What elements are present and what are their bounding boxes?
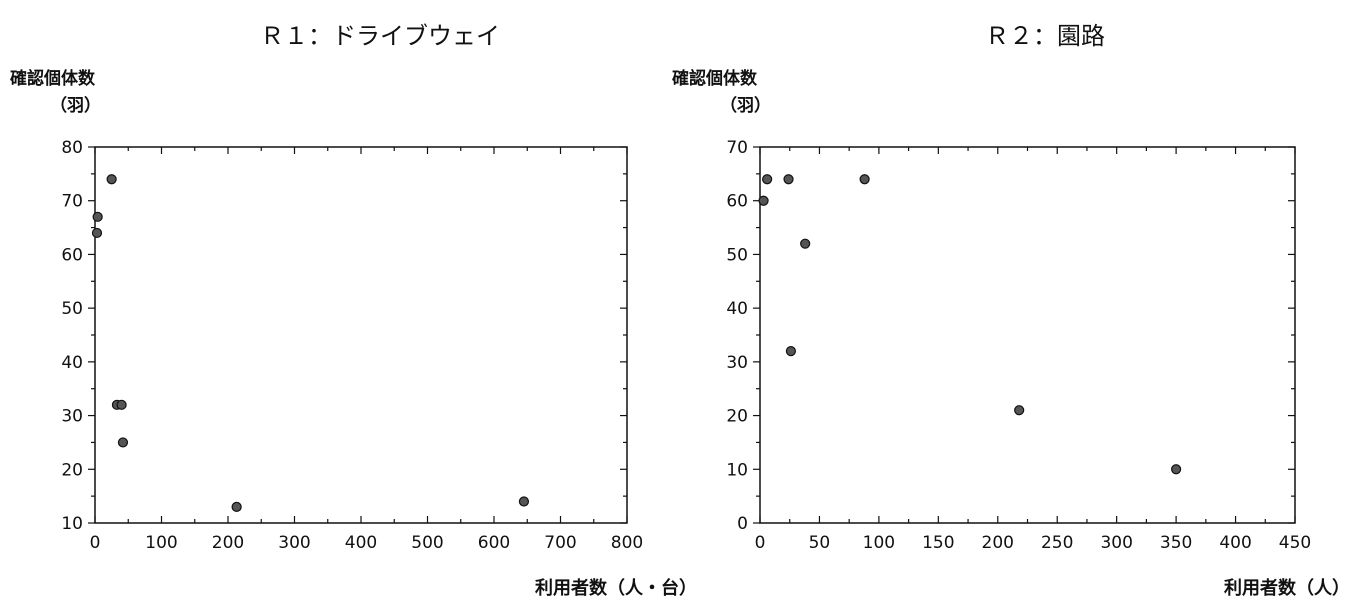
chart-2-data-point — [758, 195, 769, 206]
chart-2-data-point — [859, 174, 870, 185]
chart-2-data-point — [783, 174, 794, 185]
chart-1-plot-frame — [94, 146, 628, 524]
chart-2-data-point — [762, 174, 773, 185]
chart-1-data-point — [106, 174, 117, 185]
chart-2-y-tick-label: 70 — [726, 138, 748, 158]
chart-2-x-tick-label: 400 — [1219, 533, 1251, 553]
chart-2-data-point — [800, 238, 811, 249]
chart-2-x-tick-label: 250 — [1041, 533, 1073, 553]
chart-2-x-tick-label: 0 — [755, 533, 766, 553]
chart-2-y-tick-label: 60 — [726, 192, 748, 212]
chart-1-x-tick-label: 300 — [278, 533, 310, 553]
chart-2-plot-frame — [759, 146, 1296, 524]
chart-1-y-tick-label: 70 — [61, 192, 83, 212]
chart-1-data-point — [231, 501, 242, 512]
chart-1-x-tick-label: 100 — [145, 533, 177, 553]
chart-1-x-tick-label: 0 — [90, 533, 101, 553]
chart-2-data-point — [1014, 405, 1025, 416]
chart-1-y-tick-label: 10 — [61, 514, 83, 534]
chart-2-title: Ｒ２：園路 — [985, 22, 1105, 50]
chart-1-ylabel-line2: （羽） — [50, 95, 101, 116]
chart-2-y-tick-label: 50 — [726, 245, 748, 265]
chart-1-y-tick-label: 80 — [61, 138, 83, 158]
chart-2-x-tick-label: 300 — [1100, 533, 1132, 553]
chart-2-data-point — [1171, 464, 1182, 475]
chart-1-y-tick-label: 50 — [61, 299, 83, 319]
chart-1-y-tick-label: 20 — [61, 460, 83, 480]
chart-1-ylabel-line1: 確認個体数 — [10, 68, 96, 89]
chart-1-x-tick-label: 600 — [478, 533, 510, 553]
chart-1-x-tick-label: 500 — [411, 533, 443, 553]
chart-1-y-tick-label: 40 — [61, 353, 83, 373]
chart-2-ylabel-line2: （羽） — [720, 95, 771, 116]
chart-1-data-point — [91, 227, 103, 239]
chart-1-x-tick-label: 200 — [212, 533, 244, 553]
chart-2-data-point — [785, 346, 797, 357]
chart-1-x-tick-label: 700 — [544, 533, 576, 553]
chart-2-ylabel-line1: 確認個体数 — [672, 68, 758, 89]
chart-1-data-point — [117, 437, 129, 448]
chart-2-x-tick-label: 150 — [922, 533, 954, 553]
chart-2-y-tick-label: 0 — [737, 514, 748, 534]
chart-1-xlabel: 利用者数（人・台） — [535, 577, 697, 599]
chart-2-x-tick-label: 350 — [1160, 533, 1192, 553]
chart-2-y-tick-label: 30 — [726, 353, 748, 373]
chart-2-x-tick-label: 200 — [982, 533, 1014, 553]
chart-1-y-tick-label: 60 — [61, 245, 83, 265]
chart-1-title: Ｒ１：ドライブウェイ — [260, 22, 500, 50]
chart-2-y-tick-label: 40 — [726, 299, 748, 319]
chart-1-x-tick-label: 800 — [611, 533, 643, 553]
chart-1-data-point — [518, 496, 530, 507]
chart-2-x-tick-label: 450 — [1279, 533, 1311, 553]
chart-1-data-point — [116, 399, 127, 410]
chart-2-xlabel: 利用者数（人） — [1224, 577, 1350, 599]
chart-2-x-tick-label: 100 — [863, 533, 895, 553]
chart-2-y-tick-label: 10 — [726, 460, 748, 480]
chart-2-x-tick-label: 50 — [809, 533, 831, 553]
chart-1-y-tick-label: 30 — [61, 407, 83, 427]
chart-1-data-point — [92, 211, 103, 222]
chart-2-y-tick-label: 20 — [726, 407, 748, 427]
chart-1-x-tick-label: 400 — [345, 533, 377, 553]
